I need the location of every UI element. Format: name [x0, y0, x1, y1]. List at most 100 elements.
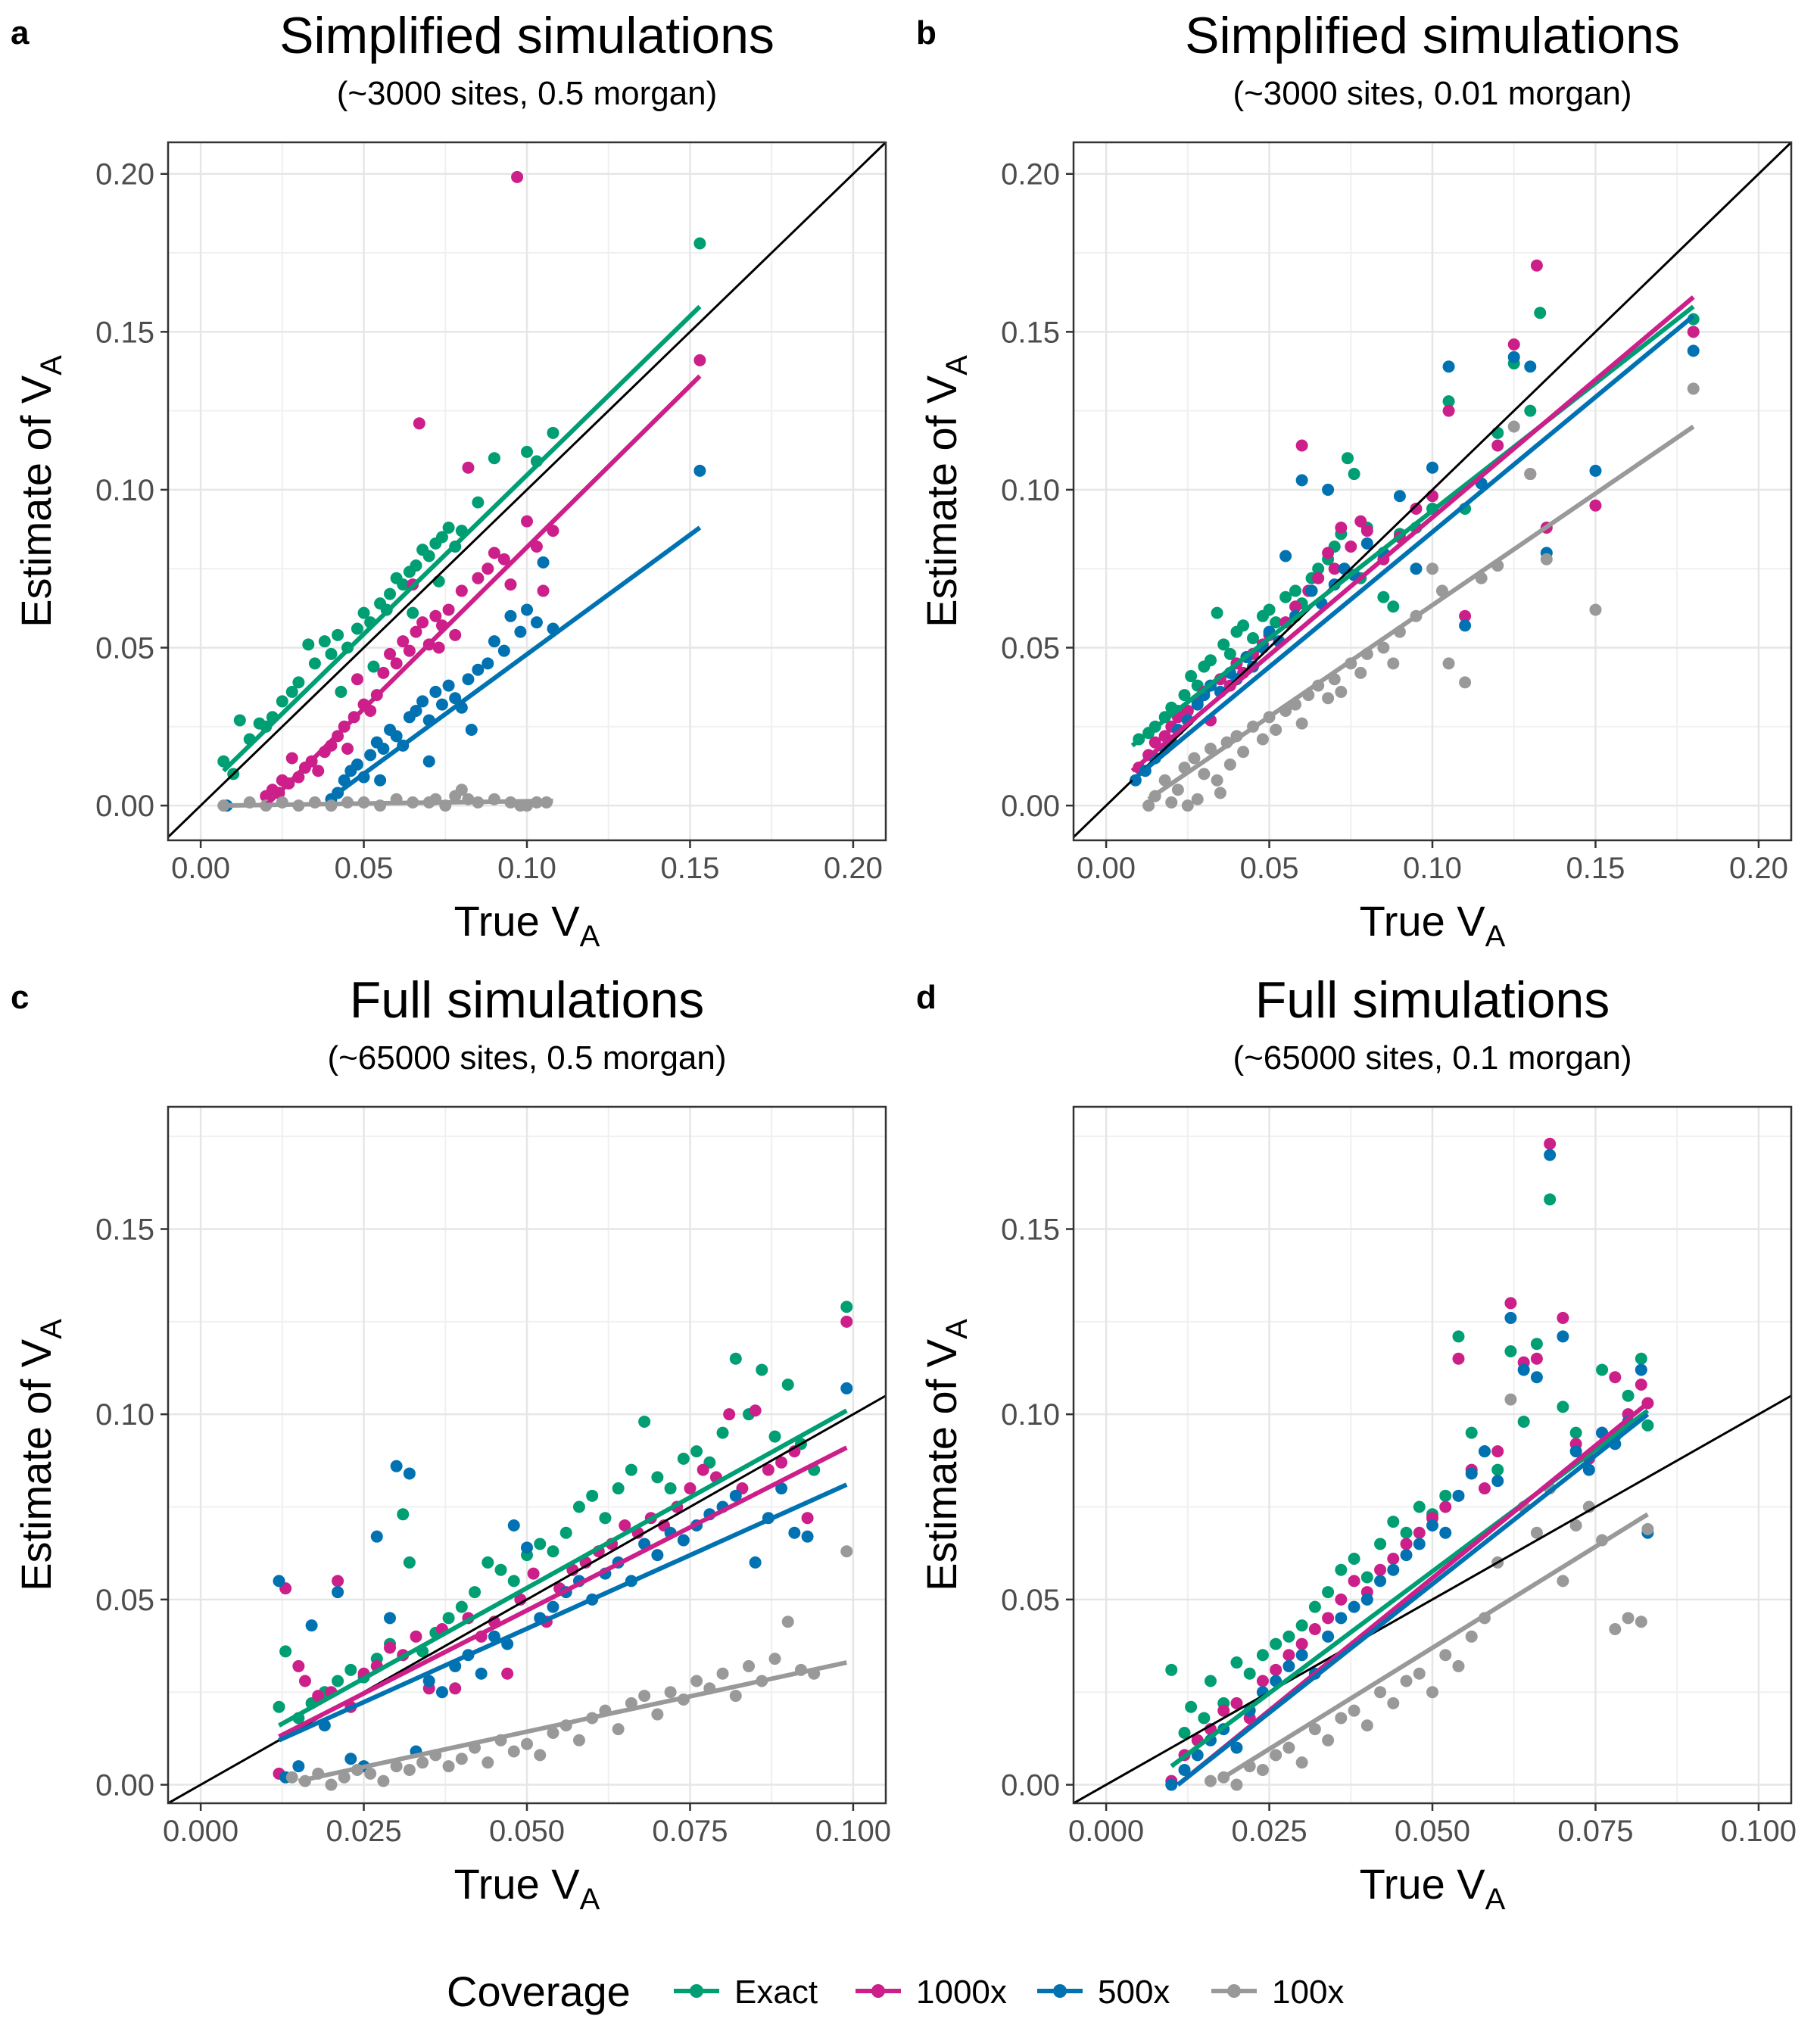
data-point — [504, 609, 517, 622]
data-point — [1387, 1697, 1400, 1709]
data-point — [475, 1667, 488, 1680]
data-point — [775, 1456, 788, 1469]
x-tick-label: 0.00 — [171, 852, 230, 885]
data-point — [693, 464, 706, 477]
legend-key-point — [871, 1984, 885, 1998]
y-tick-label: 0.10 — [1001, 474, 1060, 507]
data-point — [1557, 1575, 1569, 1588]
data-point — [472, 663, 485, 676]
data-point — [521, 515, 533, 528]
data-point — [397, 578, 410, 591]
data-point — [397, 1508, 410, 1521]
data-point — [377, 743, 390, 756]
data-point — [1413, 1526, 1426, 1539]
data-point — [472, 572, 485, 584]
data-point — [1557, 1330, 1569, 1343]
data-point — [1426, 562, 1438, 575]
data-point — [403, 644, 416, 657]
data-point — [367, 660, 380, 673]
data-point — [840, 1301, 853, 1313]
legend-title: Coverage — [447, 1968, 631, 2015]
data-point — [1465, 1426, 1478, 1439]
data-point — [1544, 1148, 1557, 1161]
data-point — [1569, 1445, 1582, 1458]
data-point — [1609, 1371, 1622, 1384]
data-point — [1374, 1686, 1387, 1699]
data-point — [1589, 499, 1602, 512]
data-point — [801, 1512, 814, 1525]
data-point — [507, 1745, 520, 1758]
data-point — [298, 1675, 311, 1687]
data-point — [1426, 461, 1438, 474]
legend-entry-1000x: 1000x — [856, 1974, 1007, 2011]
legend: Coverage Exact 1000x 500x 100x — [447, 1968, 1344, 2015]
x-tick-label: 0.050 — [489, 1815, 565, 1848]
y-tick-label: 0.00 — [95, 790, 154, 823]
data-point — [435, 698, 448, 711]
fit-line-100x — [1222, 1512, 1649, 1780]
data-point — [664, 1482, 677, 1495]
data-point — [1348, 1575, 1360, 1588]
data-point — [840, 1545, 853, 1558]
data-point — [1282, 1630, 1295, 1643]
data-point — [1322, 483, 1335, 496]
x-tick-label: 0.100 — [815, 1815, 891, 1848]
data-point — [390, 1760, 403, 1773]
data-point — [1439, 1489, 1452, 1502]
data-point — [1165, 1778, 1178, 1791]
data-point — [1211, 606, 1223, 619]
y-tick-label: 0.05 — [1001, 1584, 1060, 1617]
data-point — [1282, 1741, 1295, 1754]
data-point — [1335, 685, 1348, 698]
data-point — [507, 1575, 520, 1588]
data-point — [1387, 600, 1400, 613]
data-point — [762, 1463, 774, 1476]
data-point — [501, 1667, 514, 1680]
data-point — [377, 666, 390, 679]
data-point — [1191, 1749, 1204, 1762]
data-point — [1322, 1734, 1335, 1746]
data-point — [435, 531, 448, 544]
data-point — [1534, 307, 1547, 319]
y-tick-label: 0.00 — [1001, 1769, 1060, 1803]
data-layer — [168, 142, 886, 839]
data-point — [612, 1482, 625, 1495]
series-exact-points — [217, 237, 706, 781]
data-point — [1504, 1297, 1517, 1310]
data-point — [413, 417, 425, 430]
data-point — [1530, 259, 1543, 272]
data-point — [1247, 631, 1259, 644]
data-point — [292, 1659, 305, 1672]
data-point — [422, 1675, 435, 1687]
data-point — [690, 1675, 703, 1687]
data-point — [1289, 584, 1302, 597]
x-axis-label: True VA — [1360, 897, 1506, 953]
data-point — [410, 559, 422, 572]
fit-line-1000x — [1130, 295, 1695, 773]
data-point — [1282, 1659, 1295, 1672]
data-point — [390, 1460, 403, 1472]
data-point — [285, 685, 298, 698]
panel-title: Full simulations — [1255, 971, 1610, 1029]
y-axis-label-main: Estimate of V — [12, 1338, 60, 1591]
data-point — [572, 1734, 585, 1746]
legend-entry-500x: 500x — [1037, 1974, 1170, 2011]
data-point — [1223, 647, 1236, 660]
legend-label: 1000x — [916, 1974, 1007, 2011]
data-point — [1530, 1371, 1543, 1384]
data-point — [1540, 553, 1553, 566]
data-point — [1204, 1774, 1217, 1787]
data-point — [410, 625, 422, 638]
data-point — [1374, 1563, 1387, 1576]
data-point — [530, 616, 543, 629]
fit-line-100x — [223, 798, 553, 809]
data-point — [1442, 395, 1455, 408]
y-axis-label: Estimate of VA — [918, 355, 974, 628]
data-point — [1635, 1352, 1647, 1365]
data-point — [1308, 1623, 1321, 1635]
y-tick-label: 0.15 — [1001, 316, 1060, 349]
data-point — [1635, 1363, 1647, 1376]
data-point — [1223, 758, 1236, 771]
data-point — [1687, 326, 1700, 338]
x-tick-label: 0.100 — [1721, 1815, 1797, 1848]
